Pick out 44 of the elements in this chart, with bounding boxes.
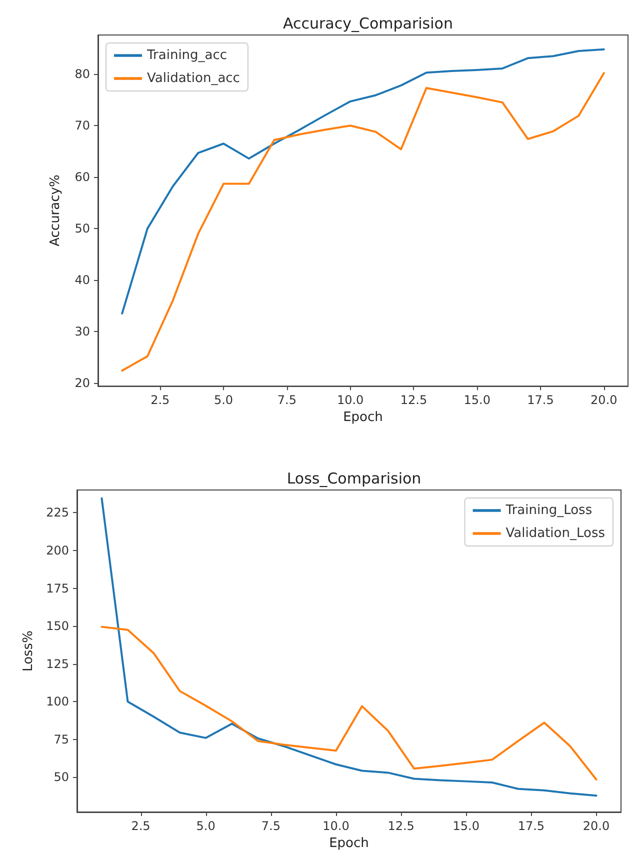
x-tick-label: 2.5 bbox=[131, 819, 150, 833]
y-tick-label: 40 bbox=[74, 273, 90, 288]
y-tick-label: 80 bbox=[74, 67, 90, 82]
x-tick-label: 7.5 bbox=[261, 819, 280, 833]
line-series bbox=[100, 626, 598, 780]
legend-label: Validation_acc bbox=[147, 71, 240, 86]
chart-title: Accuracy_Comparision bbox=[283, 14, 453, 32]
legend-label: Validation_Loss bbox=[506, 526, 606, 541]
y-tick-label: 50 bbox=[54, 770, 69, 784]
y-tick-label: 125 bbox=[46, 656, 69, 671]
y-tick-label: 100 bbox=[46, 694, 69, 709]
x-tick-label: 10.0 bbox=[322, 819, 350, 833]
legend-label: Training_Loss bbox=[504, 503, 592, 518]
x-tick-label: 15.0 bbox=[464, 393, 490, 408]
line-series bbox=[121, 72, 605, 372]
line-series bbox=[121, 48, 605, 315]
y-tick-label: 50 bbox=[74, 222, 90, 236]
y-tick-label: 20 bbox=[74, 376, 90, 390]
y-tick-label: 200 bbox=[46, 543, 69, 558]
y-tick-label: 30 bbox=[74, 324, 90, 339]
y-tick-label: 75 bbox=[54, 732, 69, 746]
x-tick-label: 17.5 bbox=[518, 819, 545, 833]
x-axis-title: Epoch bbox=[343, 410, 383, 425]
x-tick-label: 20.0 bbox=[590, 393, 618, 408]
x-tick-label: 5.0 bbox=[214, 393, 234, 408]
y-axis-title: Loss% bbox=[21, 630, 36, 672]
x-tick-label: 5.0 bbox=[196, 819, 216, 833]
x-tick-label: 2.5 bbox=[150, 393, 170, 408]
x-tick-label: 20.0 bbox=[582, 819, 610, 833]
y-tick-label: 150 bbox=[46, 619, 69, 634]
y-tick-label: 225 bbox=[46, 506, 69, 520]
y-tick-label: 175 bbox=[46, 581, 69, 596]
x-tick-label: 12.5 bbox=[400, 393, 428, 408]
y-axis-title: Accuracy% bbox=[48, 174, 63, 246]
x-axis-title: Epoch bbox=[329, 836, 369, 851]
x-tick-label: 15.0 bbox=[452, 819, 480, 833]
y-tick-label: 70 bbox=[74, 118, 90, 133]
x-tick-label: 10.0 bbox=[336, 393, 364, 408]
chart-title: Loss_Comparision bbox=[286, 470, 422, 488]
x-tick-label: 12.5 bbox=[388, 819, 414, 833]
x-tick-label: 7.5 bbox=[277, 393, 296, 408]
y-tick-label: 60 bbox=[74, 170, 90, 184]
legend-label: Training_acc bbox=[146, 48, 228, 63]
x-tick-label: 17.5 bbox=[527, 393, 554, 408]
